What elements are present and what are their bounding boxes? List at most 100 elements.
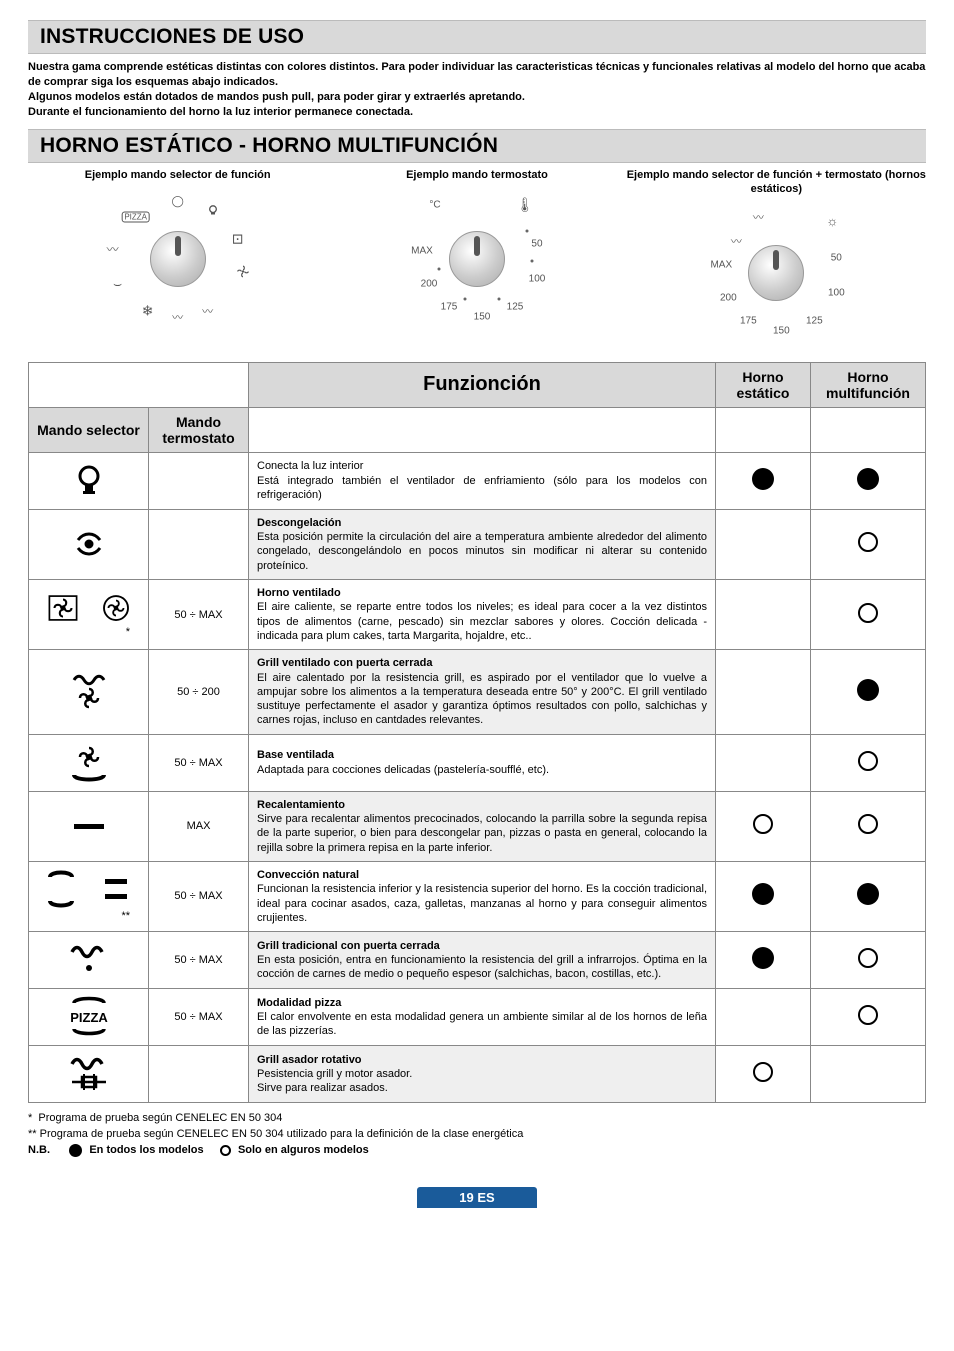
selector-icon-cell [29,1046,149,1103]
table-row: Grill asador rotativoPesistencia grill y… [29,1046,926,1103]
selector-icon-cell: * [29,580,149,650]
function-description: Convección naturalFuncionan la resistenc… [249,861,716,931]
static-oven-cell [716,791,811,861]
dial-icon-oven: ⊡ [232,231,244,248]
selector-icon-cell [29,509,149,579]
function-description: Grill ventilado con puerta cerradaEl air… [249,650,716,734]
multi-oven-cell [811,734,926,791]
multi-oven-cell [811,791,926,861]
combo-light-icon: ☼ [826,213,838,228]
title-instructions: INSTRUCCIONES DE USO [40,25,914,49]
dial-icon-circle: ◯ [172,195,184,208]
table-row: Conecta la luz interiorEstá integrado ta… [29,452,926,509]
dial-thermostat: °C 🌡 50 100 125 150 175 200 MAX [387,189,567,329]
function-description: Modalidad pizzaEl calor envolvente en es… [249,989,716,1046]
intro-paragraph: Nuestra gama comprende estéticas distint… [28,60,926,119]
dot-hollow-icon [858,814,878,834]
function-table: Funzionción Horno estático Horno multifu… [28,362,926,1103]
table-row: 50 ÷ MAXBase ventiladaAdaptada para cocc… [29,734,926,791]
caption-selector: Ejemplo mando selector de función [28,169,327,183]
combo-grill-icon: 〰 [753,209,764,225]
multi-oven-cell [811,1046,926,1103]
header-thermostat: Mando termostato [149,407,249,452]
thermostat-value: 50 ÷ MAX [149,989,249,1046]
combo-150: 150 [773,325,790,336]
page-number-badge: 19 ES [417,1187,537,1208]
caption-combo: Ejemplo mando selector de función + term… [627,169,926,197]
multi-oven-cell [811,580,926,650]
dial-icon-conv: 〰 [107,241,119,258]
multi-oven-cell [811,932,926,989]
selector-icon-cell: ** [29,861,149,931]
caption-thermostat: Ejemplo mando termostato [327,169,626,183]
dial-tick [437,268,440,271]
static-oven-cell [716,861,811,931]
dot-hollow-icon [858,751,878,771]
example-thermostat: Ejemplo mando termostato °C 🌡 50 100 125… [327,169,626,334]
static-oven-cell [716,989,811,1046]
thermostat-value [149,509,249,579]
static-oven-cell [716,1046,811,1103]
combo-50: 50 [831,252,842,263]
dot-filled-icon [752,947,774,969]
example-selector: Ejemplo mando selector de función ◯ ⊡ 〰 … [28,169,327,334]
multi-oven-cell [811,509,926,579]
table-row: DescongelaciónEsta posición permite la c… [29,509,926,579]
function-description: DescongelaciónEsta posición permite la c… [249,509,716,579]
dial-125: 125 [507,302,524,313]
thermostat-value [149,1046,249,1103]
dial-50: 50 [531,239,542,250]
dial-icon-light [205,203,221,224]
thermostat-value: 50 ÷ MAX [149,580,249,650]
function-description: RecalentamientoSirve para recalentar ali… [249,791,716,861]
dial-tick [463,298,466,301]
examples-row: Ejemplo mando selector de función ◯ ⊡ 〰 … [28,169,926,348]
selector-icon-cell [29,791,149,861]
header-desc-blank [249,407,716,452]
combo-100: 100 [828,287,845,298]
dial-200: 200 [421,279,438,290]
function-description: Grill asador rotativoPesistencia grill y… [249,1046,716,1103]
dial-unit: °C [429,200,440,211]
table-row: MAXRecalentamientoSirve para recalentar … [29,791,926,861]
thermostat-value [149,452,249,509]
table-row: 50 ÷ 200Grill ventilado con puerta cerra… [29,650,926,734]
combo-conv-icon: 〰 [731,233,742,249]
multi-oven-cell [811,861,926,931]
table-row: *50 ÷ MAXHorno ventiladoEl aire caliente… [29,580,926,650]
multi-oven-cell [811,650,926,734]
dial-icon-fan [236,265,250,284]
table-row: PIZZA 50 ÷ MAXModalidad pizzaEl calor env… [29,989,926,1046]
function-description: Horno ventiladoEl aire caliente, se repa… [249,580,716,650]
footnotes: * Programa de prueba según CENELEC EN 50… [28,1111,926,1159]
static-oven-cell [716,452,811,509]
function-description: Grill tradicional con puerta cerradaEn e… [249,932,716,989]
section-bar-instructions: INSTRUCCIONES DE USO [28,20,926,54]
header-selector: Mando selector [29,407,149,452]
selector-icon-cell: PIZZA [29,989,149,1046]
static-oven-cell [716,734,811,791]
dot-hollow-icon [753,814,773,834]
footnote-2: ** Programa de prueba según CENELEC EN 5… [28,1127,926,1143]
dial-icon-grill: 〰 [172,309,183,325]
dial-175: 175 [441,302,458,313]
legend-hollow-icon [220,1145,231,1156]
dot-hollow-icon [858,1005,878,1025]
thermostat-value: 50 ÷ 200 [149,650,249,734]
svg-text:PIZZA: PIZZA [70,1010,108,1025]
legend-filled-icon [69,1144,82,1157]
dial-icon-pizza: PIZZA [121,212,150,223]
dial-icon-defrost2: ❄ [142,303,154,320]
dot-hollow-icon [753,1062,773,1082]
thermostat-value: 50 ÷ MAX [149,734,249,791]
function-description: Conecta la luz interiorEstá integrado ta… [249,452,716,509]
legend-some-text: Solo en alguros modelos [238,1144,369,1156]
dial-icon-grill-fan: 〰 [202,303,213,319]
header-static: Horno estático [716,362,811,407]
header-multi-blank [811,407,926,452]
header-multi: Horno multifunción [811,362,926,407]
selector-icon-cell [29,932,149,989]
selector-icon-cell [29,650,149,734]
selector-icon-cell [29,452,149,509]
multi-oven-cell [811,452,926,509]
